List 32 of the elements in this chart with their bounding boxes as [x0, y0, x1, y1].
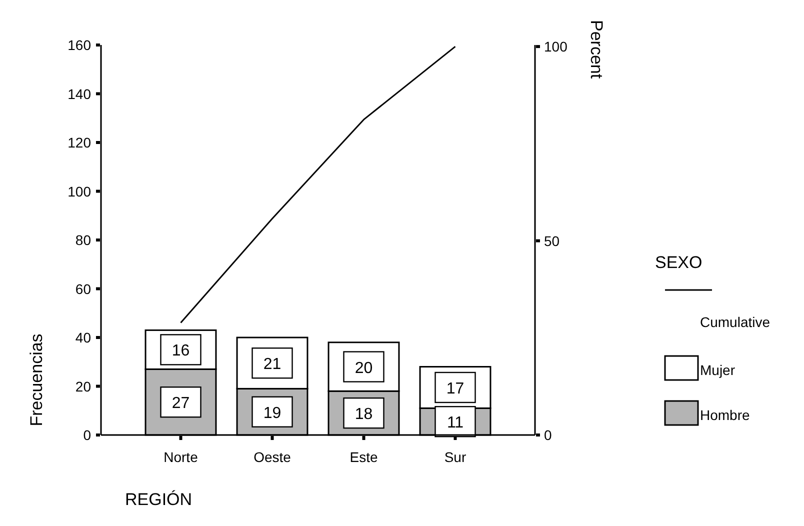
y-tick-label: 160 — [68, 37, 92, 53]
legend-title: SEXO — [655, 253, 702, 272]
data-label: 27 — [172, 395, 190, 412]
data-label: 17 — [446, 380, 464, 398]
legend-label: Hombre — [700, 407, 750, 423]
data-label: 21 — [263, 356, 282, 374]
data-label: 11 — [446, 414, 464, 432]
text: Cumulative — [700, 314, 770, 330]
y-tick-label: 80 — [75, 232, 92, 248]
line-series — [180, 46, 456, 324]
x-tick-label: Este — [350, 449, 378, 465]
y2-axis-title: Percent — [587, 20, 606, 79]
data-label: 20 — [354, 360, 373, 377]
y2-tick-label: 50 — [544, 232, 560, 249]
data-label: 18 — [354, 406, 373, 424]
data-label: 16 — [172, 342, 190, 360]
y-tick-label: 100 — [68, 183, 92, 200]
y-tick-label: 20 — [75, 378, 92, 394]
x-tick-label: Norte — [164, 449, 198, 465]
legend-label: Mujer — [700, 362, 736, 378]
x-tick-label: Oeste — [254, 449, 292, 465]
y-axis-title: Frecuencias — [27, 334, 46, 426]
y-tick-label: 40 — [75, 330, 92, 346]
y-tick-label: 60 — [75, 280, 92, 297]
y-tick-label: 120 — [68, 134, 92, 150]
x-tick-label: Sur — [444, 449, 466, 465]
x-axis-title: REGIÓN — [125, 490, 192, 509]
y-tick-label: 0 — [83, 427, 92, 443]
data-label: 19 — [263, 404, 282, 422]
y2-tick-label: 100 — [544, 38, 568, 55]
y2-tick-label: 0 — [544, 427, 552, 443]
y-tick-label: 140 — [68, 86, 92, 102]
